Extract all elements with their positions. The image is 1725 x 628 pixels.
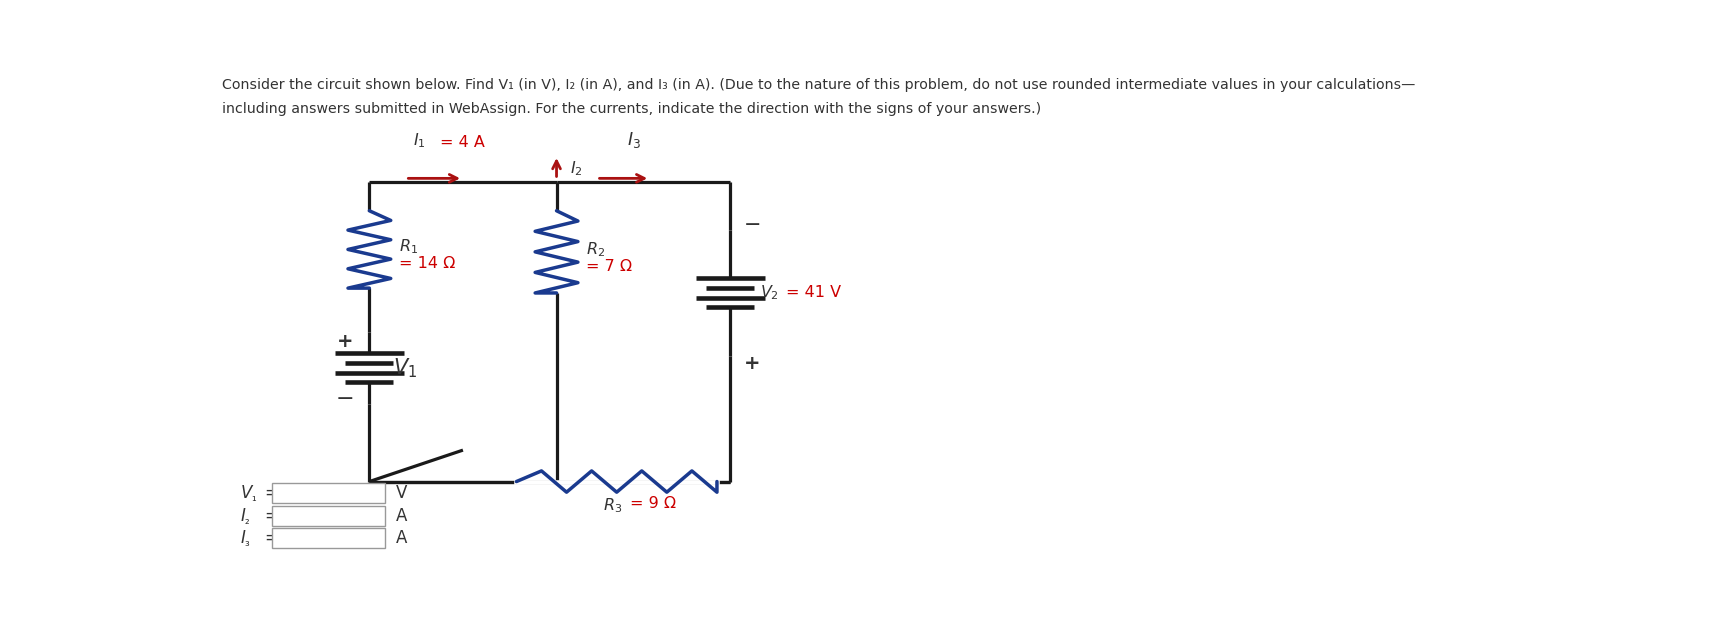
Text: Consider the circuit shown below. Find V₁ (in V), I₂ (in A), and I₃ (in A). (Due: Consider the circuit shown below. Find V… xyxy=(223,78,1416,92)
Text: $R_3$: $R_3$ xyxy=(604,496,623,515)
Text: $I_2$: $I_2$ xyxy=(569,159,583,178)
Text: =: = xyxy=(264,529,278,547)
Text: −: − xyxy=(743,215,761,236)
Text: including answers submitted in WebAssign. For the currents, indicate the directi: including answers submitted in WebAssign… xyxy=(223,102,1042,116)
Text: +: + xyxy=(743,354,761,372)
Text: = 41 V: = 41 V xyxy=(787,286,842,300)
Text: A: A xyxy=(397,529,407,547)
Text: $I_3$: $I_3$ xyxy=(628,131,642,150)
Bar xyxy=(273,506,385,526)
Text: $I_₃$: $I_₃$ xyxy=(240,528,250,548)
Bar xyxy=(273,483,385,503)
Text: A: A xyxy=(397,507,407,525)
Text: $R_2$: $R_2$ xyxy=(586,240,605,259)
Bar xyxy=(273,528,385,548)
Text: = 7 Ω: = 7 Ω xyxy=(586,259,631,274)
Text: =: = xyxy=(264,507,278,525)
Text: $V_₁$: $V_₁$ xyxy=(240,483,257,503)
Text: $I_₂$: $I_₂$ xyxy=(240,506,250,526)
Text: $I_1$: $I_1$ xyxy=(414,132,426,150)
Text: $V_2$: $V_2$ xyxy=(759,284,778,302)
Text: = 9 Ω: = 9 Ω xyxy=(630,496,676,511)
Text: $R_1$: $R_1$ xyxy=(398,237,417,256)
Text: −: − xyxy=(336,389,355,409)
Text: +: + xyxy=(336,332,354,351)
Text: V: V xyxy=(397,484,407,502)
Text: =: = xyxy=(264,484,278,502)
Text: $V_1$: $V_1$ xyxy=(393,356,417,380)
Text: = 14 Ω: = 14 Ω xyxy=(398,256,455,271)
Text: = 4 A: = 4 A xyxy=(440,135,485,150)
